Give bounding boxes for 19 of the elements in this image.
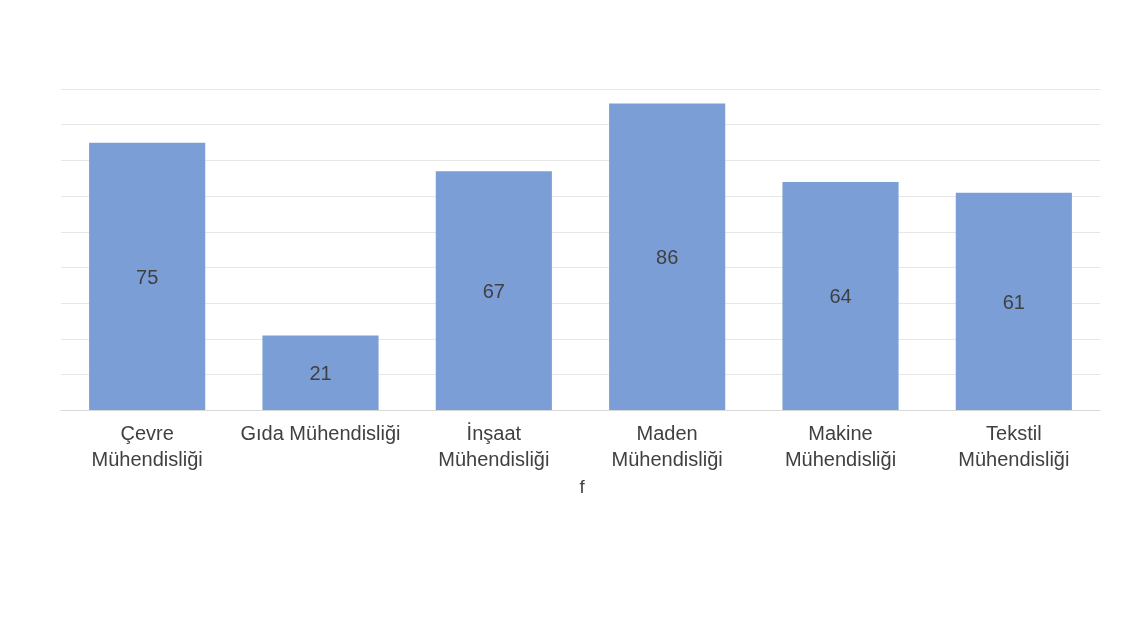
x-tick-label: Tekstil Mühendisliği [958, 421, 1070, 470]
bar [955, 192, 1072, 411]
bar [609, 103, 726, 411]
x-tick-label: Makine Mühendisliği [784, 421, 897, 470]
data-label: 21 [309, 362, 332, 385]
text: f [579, 476, 586, 498]
x-tick-label: Çevre Mühendisliği [91, 421, 203, 470]
data-label: 64 [829, 285, 852, 308]
data-label: 61 [1002, 290, 1025, 313]
x-tick-label: Gıda Mühendisliği [240, 421, 401, 444]
bar [89, 142, 206, 411]
bar [782, 182, 899, 411]
bar [262, 335, 379, 411]
x-tick-label: İnşaat Mühendisliği [438, 421, 550, 470]
data-label: 75 [136, 265, 159, 288]
data-label: 67 [482, 279, 505, 302]
x-tick-label: Maden Mühendisliği [611, 421, 723, 470]
data-label: 86 [656, 246, 679, 269]
bar [435, 171, 552, 411]
